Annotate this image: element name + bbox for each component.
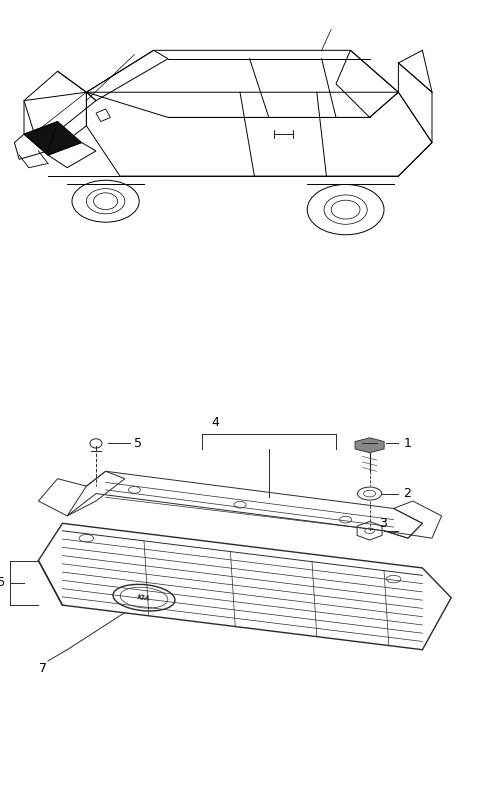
Text: 5: 5 bbox=[134, 437, 143, 450]
Text: 3: 3 bbox=[379, 517, 387, 530]
Text: 4: 4 bbox=[211, 416, 219, 430]
Text: 7: 7 bbox=[39, 662, 47, 675]
Text: 1: 1 bbox=[403, 437, 411, 450]
Text: KIA: KIA bbox=[137, 594, 151, 602]
Text: 6: 6 bbox=[0, 577, 4, 589]
Polygon shape bbox=[355, 438, 384, 452]
Polygon shape bbox=[24, 122, 82, 155]
Text: 2: 2 bbox=[403, 487, 411, 500]
